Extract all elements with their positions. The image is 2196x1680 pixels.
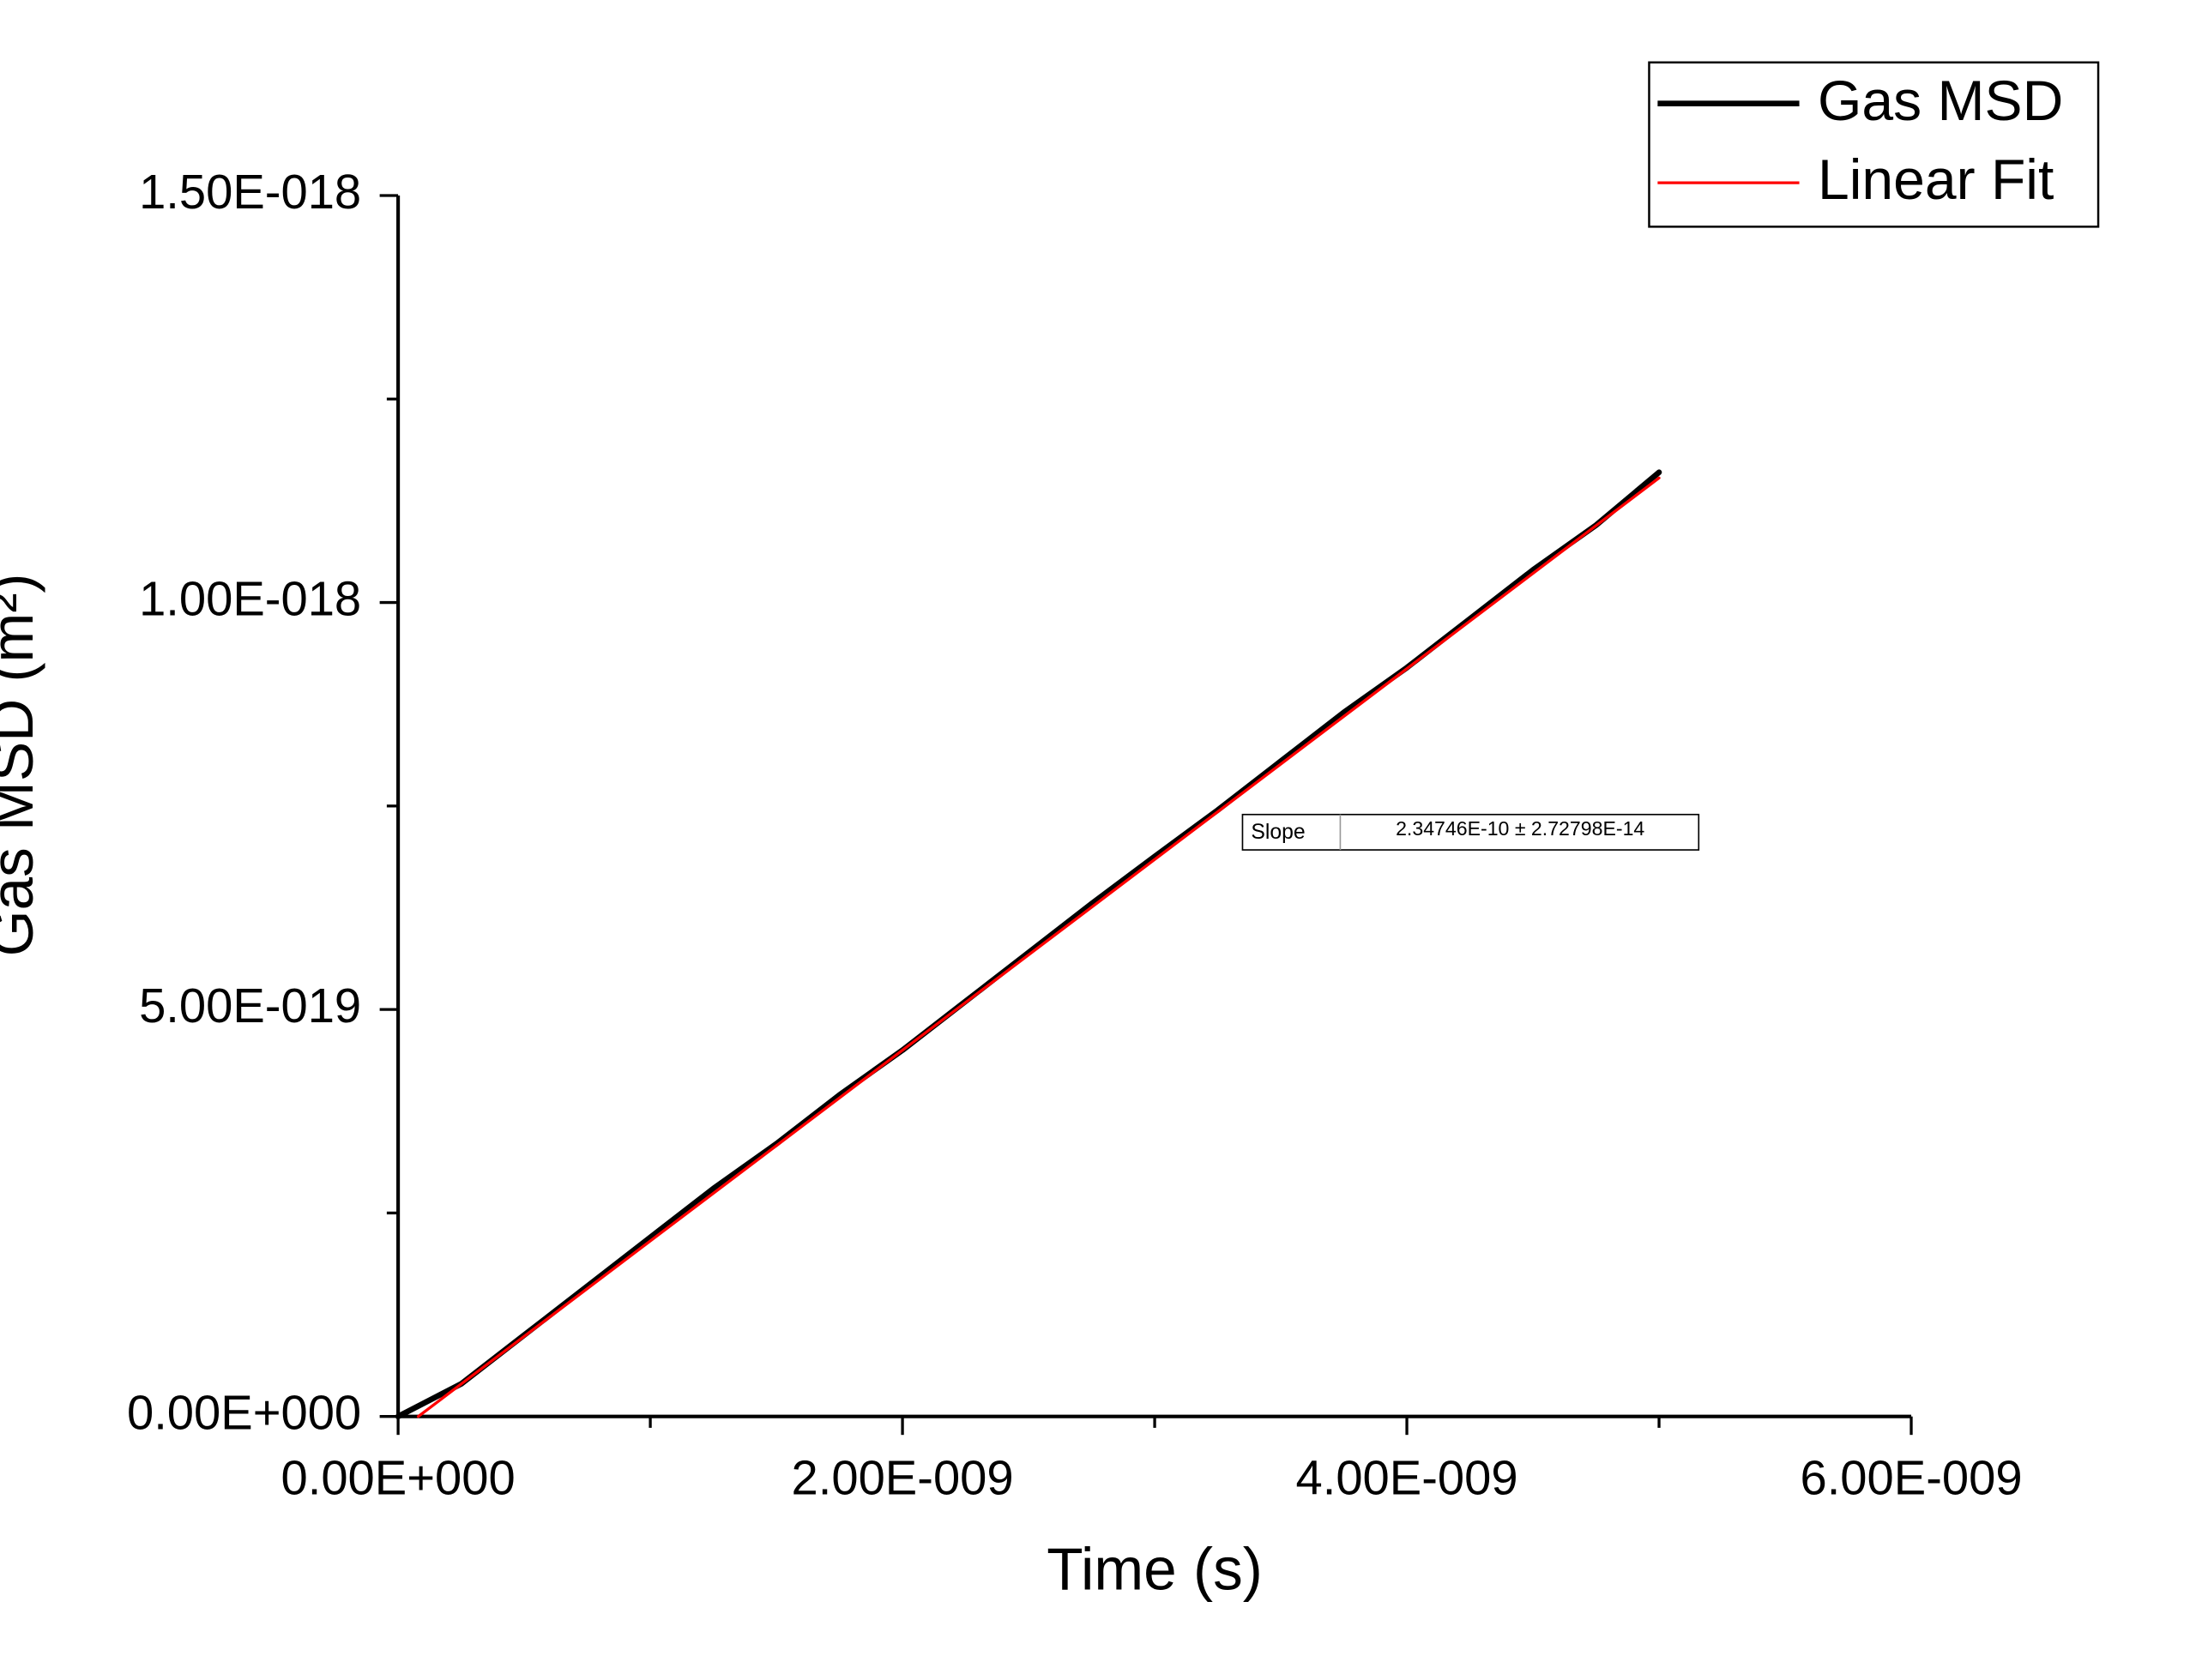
legend-label: Linear Fit <box>1818 148 2054 211</box>
y-tick-label: 0.00E+000 <box>127 1386 361 1440</box>
x-tick-label: 0.00E+000 <box>281 1451 516 1505</box>
legend-box <box>1648 61 2100 228</box>
y-tick-label: 1.00E-018 <box>139 571 361 625</box>
x-tick-label: 6.00E-009 <box>1800 1451 2022 1505</box>
x-tick-label: 2.00E-009 <box>792 1451 1014 1505</box>
series-line <box>416 476 1661 1418</box>
legend-label: Gas MSD <box>1818 69 2063 132</box>
y-tick-label: 5.00E-019 <box>139 978 361 1033</box>
y-axis-label: Gas MSD (m²) <box>0 573 45 956</box>
annotation-label: Slope <box>1251 821 1305 844</box>
annotation-box <box>1241 813 1700 851</box>
series-line <box>395 469 1662 1420</box>
x-axis-label: Time (s) <box>1047 1535 1263 1602</box>
x-tick-label: 4.00E-009 <box>1296 1451 1518 1505</box>
annotation-text: 2.34746E-10 ± 2.72798E-14 <box>1396 817 1644 840</box>
y-tick-label: 1.50E-018 <box>139 165 361 219</box>
